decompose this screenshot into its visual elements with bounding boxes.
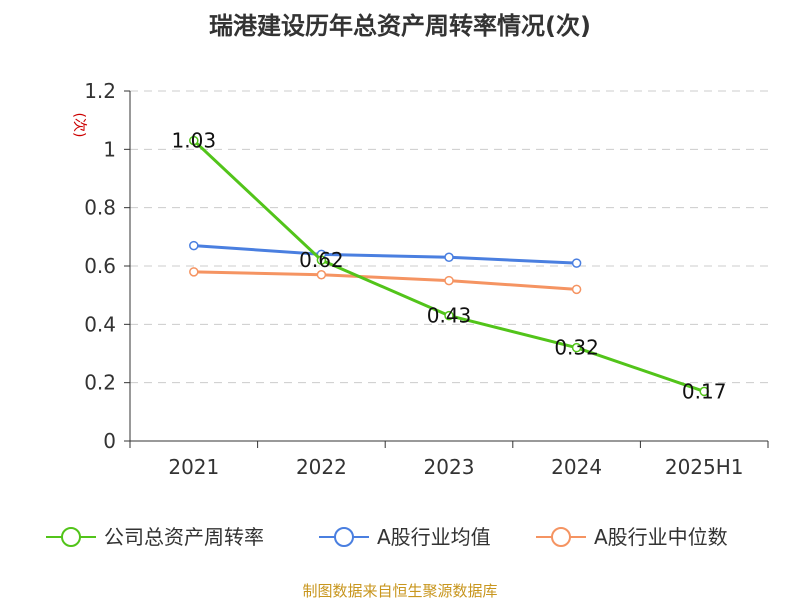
series-line [193,270,577,291]
data-label: 0.17 [682,379,727,403]
series-group: 1.03 0.62 0.43 0.32 0.17 [172,129,727,404]
series-line [193,244,577,265]
data-point[interactable] [444,310,454,321]
legend-label[interactable]: A股行业均值 [377,525,491,549]
x-tick-label: 2021 [168,455,219,479]
data-point[interactable] [189,267,199,277]
axes: 0 0.2 0.4 0.6 0.8 1 1.2 2021 2022 2023 2024 2025H1 [84,79,769,479]
source-note: 制图数据来自恒生聚源数据库 [302,582,497,600]
data-label: 1.03 [172,129,217,153]
data-point[interactable] [444,252,454,262]
y-tick-label: 1 [103,137,116,161]
x-tick-label: 2023 [424,455,475,479]
y-tick-label: 0.8 [84,196,116,220]
legend-marker[interactable] [61,527,81,547]
data-label: 0.62 [299,248,344,272]
y-tick-label: 1.2 [84,79,116,103]
data-point[interactable] [571,342,582,353]
data-label: 0.43 [427,304,472,328]
legend[interactable]: 公司总资产周转率 A股行业均值 A股行业中位数 [46,525,728,549]
data-point[interactable] [189,135,199,146]
data-point[interactable] [316,255,327,265]
x-tick-label: 2025H1 [665,455,744,479]
legend-label[interactable]: A股行业中位数 [594,525,728,549]
data-point[interactable] [571,258,582,268]
y-tick-label: 0.4 [84,312,116,336]
data-point[interactable] [699,386,709,397]
data-point[interactable] [571,284,582,295]
legend-marker[interactable] [334,527,354,547]
x-tick-label: 2024 [551,455,602,479]
chart-title: 瑞港建设历年总资产周转率情况(次) [209,12,591,40]
legend-marker[interactable] [551,527,571,547]
data-point[interactable] [444,275,454,286]
y-axis-label: (次) [71,113,87,138]
x-tick-label: 2022 [296,455,347,479]
y-tick-label: 0 [103,429,116,453]
legend-label[interactable]: 公司总资产周转率 [104,525,264,549]
data-point[interactable] [189,240,199,251]
y-tick-label: 0.6 [84,254,116,278]
y-tick-label: 0.2 [84,371,116,395]
data-point[interactable] [316,270,327,280]
data-label: 0.32 [554,336,599,360]
grid-lines [130,90,768,384]
